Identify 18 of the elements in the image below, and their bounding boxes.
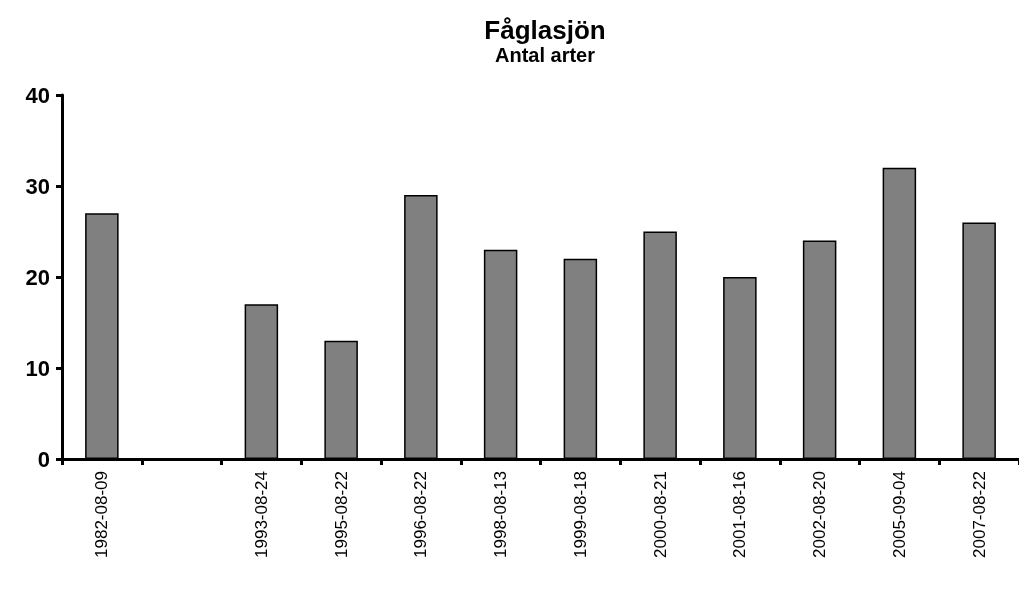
y-tick-label: 20 (25, 264, 50, 290)
x-tick-label: 1995-08-22 (331, 471, 351, 558)
x-tick-label: 2001-08-16 (730, 471, 750, 558)
y-tick-label: 0 (37, 446, 50, 472)
x-tick-label: 1999-08-18 (570, 471, 590, 558)
chart-subtitle: Antal arter (494, 44, 596, 66)
chart-title: Fåglasjön (484, 15, 606, 45)
x-tick-label: 2002-08-20 (810, 471, 830, 558)
y-tick-label: 30 (25, 173, 50, 199)
x-tick-label: 2007-08-22 (969, 471, 989, 558)
x-tick-label: 2000-08-21 (650, 471, 670, 558)
x-tick-label: 1982-08-09 (92, 471, 112, 558)
x-tick-label: 1998-08-13 (491, 471, 511, 558)
x-tick-label: 2005-09-04 (889, 471, 909, 558)
y-tick-label: 10 (25, 355, 50, 381)
y-tick-label: 40 (25, 82, 50, 108)
x-tick-label: 1996-08-22 (411, 471, 431, 558)
x-tick-label: 1993-08-24 (251, 471, 271, 558)
